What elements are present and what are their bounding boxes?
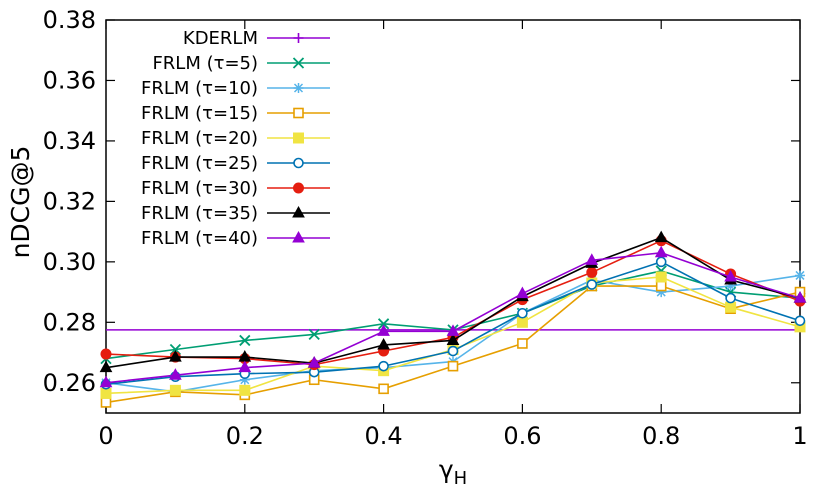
series-7 [99, 230, 807, 373]
x-tick-label: 0 [98, 422, 113, 450]
data-point [586, 266, 598, 278]
data-point [239, 334, 251, 347]
data-point [516, 316, 528, 328]
data-point [307, 356, 321, 368]
data-point [654, 245, 668, 258]
data-point [656, 287, 667, 298]
data-point [655, 271, 667, 283]
data-point [517, 338, 528, 349]
y-tick-label: 0.34 [43, 127, 96, 155]
data-point [794, 315, 806, 327]
legend-marker [293, 33, 304, 43]
legend-marker [293, 83, 304, 93]
legend-marker [292, 205, 305, 218]
data-point [655, 256, 667, 268]
legend-label: FRLM (τ=35) [141, 203, 258, 224]
legend-label: FRLM (τ=15) [141, 103, 258, 124]
legend-entry: FRLM (τ=15) [141, 103, 330, 124]
legend-label: FRLM (τ=5) [152, 53, 258, 74]
data-point [586, 279, 598, 290]
legend-entry: FRLM (τ=25) [141, 153, 330, 174]
data-point [725, 301, 737, 313]
data-point [100, 348, 112, 360]
data-point [724, 269, 737, 282]
legend-label: FRLM (τ=10) [141, 78, 258, 99]
axes [105, 19, 801, 414]
legend-entry: FRLM (τ=10) [141, 78, 330, 99]
data-point [169, 368, 182, 380]
data-point [793, 291, 807, 303]
data-point [654, 230, 668, 243]
data-point [239, 374, 250, 385]
x-tick-label: 0.2 [226, 422, 264, 450]
legend-marker [293, 132, 304, 144]
x-axis-label: γH [439, 455, 467, 489]
y-tick-label: 0.26 [43, 369, 96, 397]
series-layer [99, 230, 807, 408]
data-point [795, 270, 805, 281]
data-point [378, 360, 389, 372]
y-tick-label: 0.38 [43, 6, 96, 34]
data-point [308, 328, 320, 341]
data-point [239, 384, 251, 396]
data-point [446, 324, 460, 336]
x-tick-label: 0.8 [642, 422, 680, 450]
legend-entry: FRLM (τ=35) [141, 203, 330, 224]
legend-entry: FRLM (τ=5) [152, 53, 330, 74]
legend-marker [292, 230, 305, 243]
legend-entry: KDERLM [183, 28, 330, 49]
legend-label: FRLM (τ=25) [141, 153, 258, 174]
y-tick-label: 0.36 [43, 66, 96, 94]
plot-frame [105, 19, 801, 414]
data-point [100, 387, 112, 399]
ticks: 0.26 0.28 0.30 0.32 0.34 0.36 0.38 0 0.2 0.4 0.6 0.… [43, 6, 808, 450]
y-tick-label: 0.32 [43, 187, 96, 215]
x-axis-label-main: γ [439, 455, 454, 484]
data-point [377, 318, 390, 330]
data-point [725, 292, 736, 304]
legend: KDERLM FRLM (τ=5) FRLM (τ=10) FRLM (τ=15) FR… [141, 28, 330, 249]
x-tick-label: 1 [792, 422, 807, 450]
data-point [169, 384, 181, 396]
legend-label: FRLM (τ=30) [141, 178, 258, 199]
legend-entry: FRLM (τ=20) [141, 128, 330, 149]
data-point [238, 360, 252, 373]
data-point [516, 286, 529, 299]
legend-marker [293, 107, 304, 119]
legend-label: KDERLM [183, 28, 258, 49]
y-axis-label: nDCG@5 [6, 146, 35, 259]
legend-entry: FRLM (τ=40) [141, 228, 330, 249]
legend-label: FRLM (τ=40) [141, 228, 258, 249]
legend-marker [293, 157, 304, 169]
data-point [377, 324, 390, 336]
data-point [447, 360, 459, 372]
data-point [655, 280, 667, 292]
legend-marker [293, 182, 304, 194]
data-point [99, 375, 113, 388]
y-tick-label: 0.28 [43, 308, 96, 336]
x-tick-label: 0.6 [503, 422, 541, 450]
legend-marker [292, 57, 305, 69]
data-point [99, 360, 113, 373]
x-tick-label: 0.4 [365, 422, 403, 450]
x-axis-label-subscript: H [454, 468, 468, 489]
data-point [517, 307, 528, 319]
data-point [446, 333, 460, 345]
data-point [377, 337, 390, 350]
legend-entry: FRLM (τ=30) [141, 178, 330, 199]
data-point [100, 397, 112, 408]
data-point [169, 350, 182, 362]
data-point [585, 253, 599, 265]
data-point [378, 383, 389, 395]
data-point [447, 345, 459, 357]
y-tick-label: 0.30 [43, 248, 96, 276]
data-point [725, 281, 736, 292]
legend-label: FRLM (τ=20) [141, 128, 258, 149]
series-8 [99, 245, 807, 388]
